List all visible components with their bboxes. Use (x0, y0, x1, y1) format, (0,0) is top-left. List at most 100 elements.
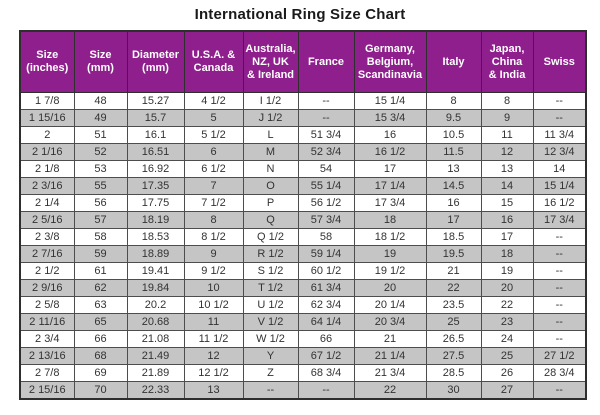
table-cell: 22 (353, 381, 427, 400)
table-cell: 14 (480, 177, 534, 195)
table-cell: 10 (183, 279, 244, 297)
table-cell: 16.92 (126, 160, 185, 178)
column-header: Diameter (mm) (126, 30, 185, 93)
table-cell: -- (532, 245, 587, 263)
table-row: 2 3/16 55 17.35 7 O 55 1/4 17 1/4 14.5 14 15 1/4 (19, 177, 587, 195)
table-cell: -- (532, 262, 587, 280)
table-cell: 56 1/2 (297, 194, 355, 212)
table-cell: 57 3/4 (297, 211, 355, 229)
table-row: 1 15/16 49 15.7 5 J 1/2 -- 15 3/4 9.5 9 -- (19, 109, 587, 127)
table-cell: 2 3/4 (19, 330, 75, 348)
table-cell: 62 (73, 279, 128, 297)
table-cell: 11 3/4 (532, 126, 587, 144)
table-cell: 17 1/4 (353, 177, 427, 195)
table-cell: 11.5 (425, 143, 482, 161)
table-cell: 26 (480, 364, 534, 382)
table-cell: I 1/2 (242, 92, 299, 110)
table-cell: 20 (353, 279, 427, 297)
column-header: Size (mm) (73, 30, 128, 93)
table-cell: 16 1/2 (353, 143, 427, 161)
table-cell: 16 (353, 126, 427, 144)
table-cell: -- (297, 92, 355, 110)
table-cell: 2 15/16 (19, 381, 75, 400)
table-cell: 68 (73, 347, 128, 365)
table-cell: 24 (480, 330, 534, 348)
table-cell: 68 3/4 (297, 364, 355, 382)
table-cell: 2 7/16 (19, 245, 75, 263)
table-cell: 55 1/4 (297, 177, 355, 195)
table-cell: 48 (73, 92, 128, 110)
table-cell: 58 (297, 228, 355, 246)
table-cell: 16.1 (126, 126, 185, 144)
table-row: 2 5/16 57 18.19 8 Q 57 3/4 18 17 16 17 3/4 (19, 211, 587, 229)
table-cell: 27.5 (425, 347, 482, 365)
table-cell: Z (242, 364, 299, 382)
table-cell: V 1/2 (242, 313, 299, 331)
table-cell: 22.33 (126, 381, 185, 400)
table-cell: 57 (73, 211, 128, 229)
table-row: 1 7/8 48 15.27 4 1/2 I 1/2 -- 15 1/4 8 8 -- (19, 92, 587, 110)
table-cell: 17 (353, 160, 427, 178)
table-cell: -- (532, 313, 587, 331)
table-cell: 17.75 (126, 194, 185, 212)
table-cell: 1 15/16 (19, 109, 75, 127)
table-cell: 67 1/2 (297, 347, 355, 365)
table-cell: 55 (73, 177, 128, 195)
table-cell: 62 3/4 (297, 296, 355, 314)
table-cell: 23.5 (425, 296, 482, 314)
table-cell: 2 1/8 (19, 160, 75, 178)
table-cell: 6 (183, 143, 244, 161)
table-cell: 12 (480, 143, 534, 161)
table-cell: 2 (19, 126, 75, 144)
table-cell: 18 1/2 (353, 228, 427, 246)
table-cell: 52 3/4 (297, 143, 355, 161)
table-cell: 51 3/4 (297, 126, 355, 144)
table-cell: 69 (73, 364, 128, 382)
table-cell: 28 3/4 (532, 364, 587, 382)
table-body: 1 7/8 48 15.27 4 1/2 I 1/2 -- 15 1/4 8 8 -- 1 15/1… (19, 92, 587, 400)
table-cell: -- (532, 92, 587, 110)
table-cell: J 1/2 (242, 109, 299, 127)
table-cell: L (242, 126, 299, 144)
table-row: 2 11/16 65 20.68 11 V 1/2 64 1/4 20 3/4 25 23 -- (19, 313, 587, 331)
table-cell: 21.49 (126, 347, 185, 365)
table-cell: 12 1/2 (183, 364, 244, 382)
table-cell: 17 (480, 228, 534, 246)
table-cell: 19.5 (425, 245, 482, 263)
table-cell: 25 (480, 347, 534, 365)
table-cell: 28.5 (425, 364, 482, 382)
table-cell: 51 (73, 126, 128, 144)
table-cell: 18.19 (126, 211, 185, 229)
table-cell: 26.5 (425, 330, 482, 348)
table-cell: 20 3/4 (353, 313, 427, 331)
table-cell: 8 1/2 (183, 228, 244, 246)
table-row: 2 1/8 53 16.92 6 1/2 N 54 17 13 13 14 (19, 160, 587, 178)
table-cell: 58 (73, 228, 128, 246)
table-cell: 65 (73, 313, 128, 331)
table-row: 2 5/8 63 20.2 10 1/2 U 1/2 62 3/4 20 1/4 23.5 22… (19, 296, 587, 314)
column-header: U.S.A. & Canada (183, 30, 244, 93)
table-cell: 20.68 (126, 313, 185, 331)
table-cell: 2 1/2 (19, 262, 75, 280)
table-cell: P (242, 194, 299, 212)
table-cell: 19.84 (126, 279, 185, 297)
table-cell: 63 (73, 296, 128, 314)
table-row: 2 13/16 68 21.49 12 Y 67 1/2 21 1/4 27.5 25 27 1/… (19, 347, 587, 365)
table-cell: 17 3/4 (353, 194, 427, 212)
table-cell: 15.27 (126, 92, 185, 110)
table-row: 2 1/2 61 19.41 9 1/2 S 1/2 60 1/2 19 1/2 21 19 -- (19, 262, 587, 280)
table-cell: -- (297, 109, 355, 127)
table-cell: 2 5/16 (19, 211, 75, 229)
table-cell: -- (532, 330, 587, 348)
table-cell: 14.5 (425, 177, 482, 195)
table-cell: 22 (480, 296, 534, 314)
header-row: Size (inches) Size (mm) Diameter (mm) U.S.A… (19, 30, 587, 93)
table-cell: M (242, 143, 299, 161)
table-cell: 16 1/2 (532, 194, 587, 212)
table-cell: 2 1/4 (19, 194, 75, 212)
table-cell: 2 3/8 (19, 228, 75, 246)
column-header: Australia, NZ, UK & Ireland (242, 30, 299, 93)
table-cell: 8 (480, 92, 534, 110)
table-cell: 27 (480, 381, 534, 400)
